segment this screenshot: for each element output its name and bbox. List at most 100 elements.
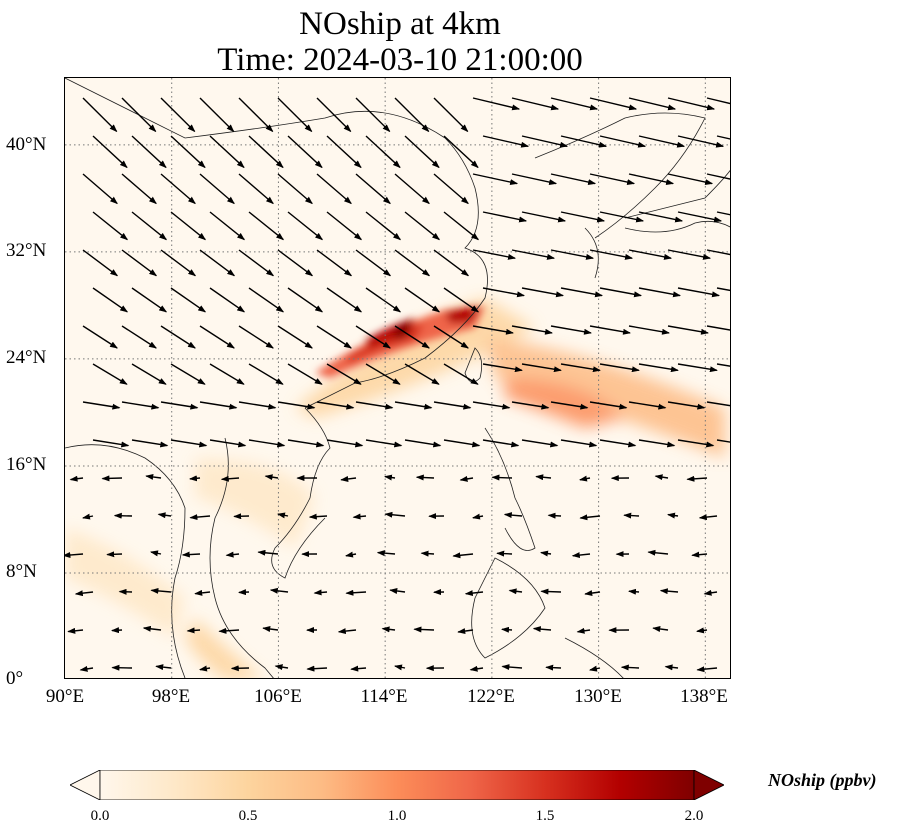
wind-arrow — [131, 135, 167, 169]
wind-arrow — [69, 475, 84, 482]
wind-arrow — [170, 363, 206, 385]
wind-arrow — [404, 439, 442, 448]
wind-arrow — [521, 363, 562, 373]
wind-arrow — [365, 211, 402, 241]
wind-arrow — [511, 325, 553, 335]
wind-arrow — [545, 664, 562, 671]
wind-arrow — [628, 325, 670, 335]
wind-arrow — [638, 211, 684, 223]
wind-arrow — [209, 135, 245, 169]
wind-arrow — [92, 287, 129, 313]
wind-arrow — [482, 363, 523, 373]
wind-arrow — [472, 513, 484, 520]
wind-arrow — [550, 173, 597, 186]
wind-arrow — [703, 589, 718, 596]
map-panel — [64, 77, 731, 679]
wind-arrow — [579, 475, 591, 482]
wind-arrow — [248, 287, 285, 313]
wind-arrow — [248, 439, 286, 448]
wind-arrow — [82, 97, 118, 133]
wind-arrow — [413, 626, 435, 633]
wind-arrow — [620, 664, 640, 671]
wind-arrow — [433, 401, 472, 410]
wind-arrow — [511, 173, 558, 186]
wind-arrow — [340, 475, 357, 482]
wind-arrow — [511, 249, 556, 260]
wind-arrow — [647, 549, 669, 556]
wind-arrow — [274, 664, 289, 671]
colorbar-tick-1: 0.5 — [238, 808, 258, 824]
wind-arrow — [326, 439, 364, 448]
wind-arrow — [277, 401, 316, 410]
lon-tick-122e: 122°E — [467, 686, 515, 707]
lon-tick-98e: 98°E — [151, 686, 191, 707]
wind-arrow — [433, 325, 469, 349]
wind-arrow — [433, 97, 469, 133]
wind-arrow — [628, 173, 675, 186]
wind-arrow — [287, 211, 324, 241]
wind-arrow — [365, 363, 401, 385]
wind-arrow — [599, 135, 647, 148]
wind-arrow — [306, 665, 328, 672]
colorbar-tick-4: 2.0 — [684, 808, 704, 824]
wind-arrow — [365, 135, 401, 169]
wind-arrow — [654, 474, 669, 481]
wind-arrow — [472, 97, 521, 111]
wind-arrow — [82, 513, 94, 520]
lat-tick-24n: 24°N — [6, 347, 47, 368]
wind-arrow — [394, 249, 431, 277]
wind-arrow — [238, 173, 274, 205]
wind-arrow — [316, 325, 352, 349]
wind-arrow — [667, 97, 716, 111]
wind-arrow — [142, 625, 162, 632]
wind-arrow — [433, 249, 470, 277]
wind-arrow — [326, 211, 363, 241]
wind-arrow — [157, 512, 172, 519]
wind-arrow — [121, 173, 157, 205]
wind-arrow — [131, 211, 168, 241]
wind-arrow — [74, 590, 94, 597]
wind-arrow — [170, 135, 206, 169]
wind-arrow — [443, 363, 479, 385]
wind-arrow — [560, 211, 606, 223]
wind-arrow — [511, 97, 560, 111]
lon-tick-114e: 114°E — [360, 686, 408, 707]
wind-arrow — [121, 97, 157, 133]
wind-arrow — [667, 512, 679, 519]
lon-tick-130e: 130°E — [574, 686, 622, 707]
wind-arrow — [262, 626, 279, 632]
wind-arrow — [170, 211, 207, 241]
colorbar-extend-min — [70, 770, 101, 800]
wind-arrow — [248, 211, 285, 241]
colorbar-tick-2: 1.0 — [387, 808, 407, 824]
wind-arrow — [218, 627, 240, 634]
wind-arrow — [121, 249, 158, 277]
wind-arrow — [511, 401, 550, 410]
wind-arrow — [677, 287, 721, 298]
wind-arrow — [145, 473, 162, 480]
wind-arrow — [209, 287, 246, 313]
wind-arrow — [345, 589, 367, 596]
wind-arrow — [277, 249, 314, 277]
wind-arrow — [638, 439, 676, 448]
wind-arrow — [415, 474, 435, 481]
wind-arrow — [160, 97, 196, 133]
colorbar-tick-3: 1.5 — [535, 808, 555, 824]
wind-arrow — [384, 474, 396, 481]
wind-arrow — [131, 439, 169, 448]
wind-arrow — [550, 401, 589, 410]
map-subtitle-time: Time: 2024-03-10 21:00:00 — [217, 42, 583, 78]
wind-arrow — [579, 514, 601, 521]
wind-arrow — [160, 325, 196, 349]
wind-arrow — [576, 627, 591, 634]
wind-arrow — [257, 549, 279, 556]
wind-arrow — [706, 325, 730, 331]
wind-arrow — [667, 401, 706, 410]
wind-arrow — [199, 249, 236, 277]
wind-arrow — [82, 401, 121, 410]
wind-arrow — [381, 626, 396, 633]
wind-arrow — [355, 97, 391, 133]
lat-tick-40n: 40°N — [6, 134, 47, 155]
wind-arrow — [269, 587, 289, 594]
wind-arrow — [706, 401, 730, 407]
